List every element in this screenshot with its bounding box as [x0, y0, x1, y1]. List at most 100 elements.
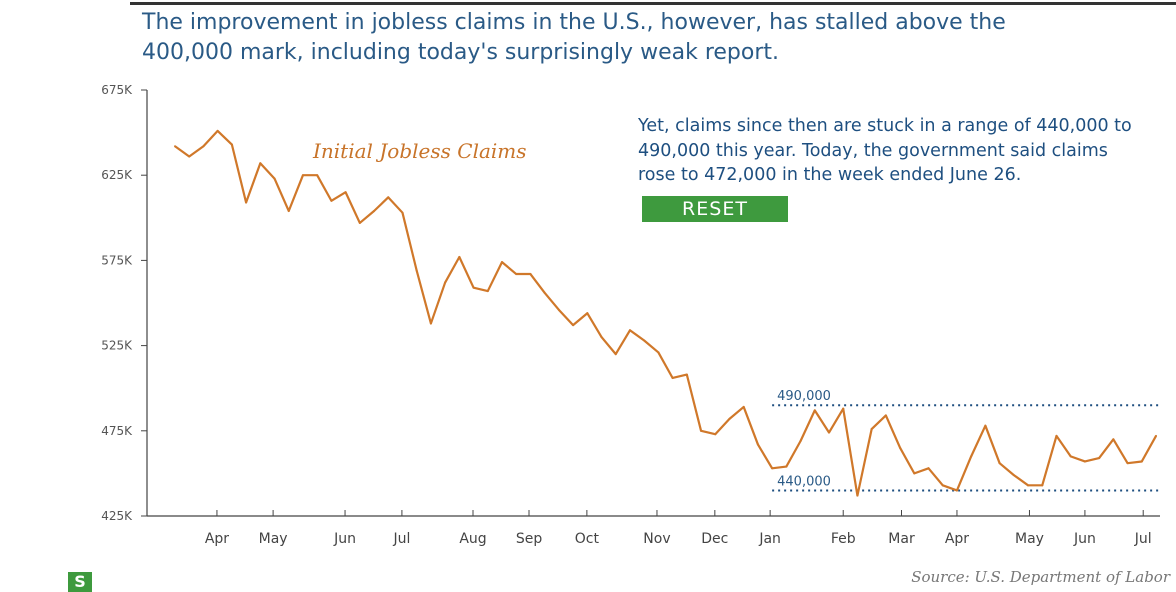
data-point [899, 446, 902, 449]
data-point [614, 353, 617, 356]
reset-button[interactable]: RESET [642, 196, 788, 222]
data-point [1083, 460, 1086, 463]
reference-label: 490,000 [777, 389, 831, 404]
y-tick-label: 475K [101, 424, 133, 438]
data-point [913, 472, 916, 475]
data-point [657, 351, 660, 354]
data-point [501, 261, 503, 264]
data-point [799, 440, 802, 443]
data-point [543, 291, 546, 294]
data-point [984, 424, 987, 427]
data-point [358, 221, 361, 224]
data-point [486, 290, 489, 293]
y-tick-label: 425K [101, 509, 133, 523]
x-tick-label: May [1015, 531, 1044, 547]
data-point [1112, 438, 1115, 441]
data-point [287, 209, 290, 212]
data-point [643, 339, 646, 342]
data-point [245, 201, 248, 204]
data-point [1012, 474, 1015, 477]
annotation-text: Yet, claims since then are stuck in a ra… [638, 116, 1132, 185]
x-tick-label: Feb [831, 531, 856, 547]
data-point [828, 431, 830, 434]
data-point [941, 484, 944, 487]
data-point [813, 409, 816, 412]
data-point [600, 336, 603, 339]
data-point [870, 428, 873, 431]
data-point [557, 308, 560, 311]
y-tick-label: 675K [101, 83, 133, 97]
data-point [373, 209, 376, 212]
x-tick-label: Oct [575, 531, 600, 547]
data-point [572, 324, 575, 327]
data-point [714, 433, 717, 436]
x-tick-label: Apr [945, 531, 969, 547]
data-point [529, 273, 532, 276]
data-point [1055, 434, 1058, 437]
x-tick-label: Jun [1073, 531, 1096, 547]
data-point [444, 281, 447, 284]
y-tick-label: 575K [101, 253, 133, 267]
reference-label: 440,000 [777, 474, 831, 489]
claims-line [174, 129, 1157, 497]
data-point [927, 467, 930, 470]
data-point [998, 462, 1001, 465]
top-rule [130, 2, 1176, 5]
data-point [1140, 460, 1143, 463]
x-tick-label: Jan [758, 531, 781, 547]
data-point [316, 174, 319, 177]
x-tick-label: Jul [392, 531, 410, 547]
data-point [1155, 434, 1157, 437]
data-point [771, 467, 774, 470]
data-point [756, 443, 759, 446]
series-label: Initial Jobless Claims [312, 139, 527, 163]
data-point [1027, 484, 1030, 487]
x-tick-label: Apr [205, 531, 229, 547]
data-point [515, 273, 518, 276]
x-tick-label: Jun [333, 531, 356, 547]
data-point [728, 417, 731, 420]
x-tick-label: Sep [516, 531, 543, 547]
data-point [842, 407, 845, 410]
logo: S [68, 572, 92, 592]
data-point [955, 489, 958, 492]
data-point [202, 145, 205, 148]
x-tick-label: Jul [1134, 531, 1152, 547]
data-point [216, 129, 219, 132]
data-point [671, 376, 674, 379]
y-tick-label: 525K [101, 339, 133, 353]
data-point [387, 196, 390, 199]
data-point [1126, 462, 1129, 465]
data-point [884, 414, 887, 417]
data-point [785, 465, 788, 468]
data-point [1098, 457, 1101, 460]
data-point [273, 177, 276, 180]
data-point [458, 255, 461, 258]
data-point [700, 429, 703, 432]
x-tick-label: May [259, 531, 288, 547]
data-point [301, 174, 304, 177]
data-point [472, 286, 475, 289]
data-point [230, 143, 233, 146]
data-point [401, 211, 404, 214]
x-tick-label: Dec [701, 531, 728, 547]
data-point [259, 162, 262, 165]
data-point [330, 199, 333, 202]
data-point [415, 269, 418, 272]
headline: The improvement in jobless claims in the… [142, 10, 1006, 65]
data-point [628, 329, 631, 332]
x-tick-label: Aug [459, 531, 486, 547]
data-point [1041, 484, 1044, 487]
y-tick-label: 625K [101, 168, 133, 182]
data-point [586, 312, 589, 315]
x-tick-label: Nov [643, 531, 670, 547]
data-point [188, 155, 191, 158]
data-point [174, 145, 176, 148]
data-point [970, 455, 973, 458]
data-point [856, 494, 859, 497]
source-note: Source: U.S. Department of Labor [911, 568, 1170, 586]
data-point [685, 373, 688, 376]
x-tick-label: Mar [888, 531, 915, 547]
data-point [429, 322, 432, 325]
